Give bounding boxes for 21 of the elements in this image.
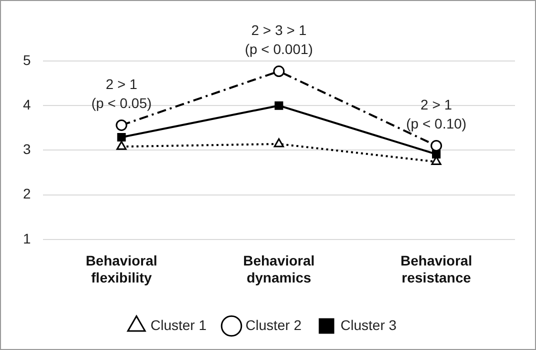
x-tick-label: Behavioral dynamics (243, 252, 315, 286)
point (273, 66, 285, 78)
text: 2 > 3 > 1 (p < 0.001) (244, 22, 313, 58)
annotation: 2 > 1 (p < 0.10) (406, 96, 466, 132)
x-tick-label: Behavioral resistance (400, 252, 472, 286)
legend-label: Cluster 2 (245, 316, 302, 333)
point (274, 138, 284, 148)
y-tick-label: 4 (22, 96, 31, 112)
y-tick-label: 3 (22, 141, 31, 158)
x-tick-label: Behavioral flexibility (86, 252, 158, 286)
y-tick-label: 2 (22, 186, 31, 202)
point (116, 119, 128, 131)
legend-label: Cluster 3 (340, 316, 397, 333)
point (117, 132, 126, 142)
legend-label: Cluster 1 (150, 316, 207, 333)
y-tick-label: 1 (22, 230, 31, 246)
point (274, 101, 284, 110)
point (430, 140, 442, 152)
y-tick-label: 5 (22, 52, 31, 68)
point (116, 140, 127, 150)
annotation: 2 > 1 (p < 0.05) (91, 76, 152, 112)
